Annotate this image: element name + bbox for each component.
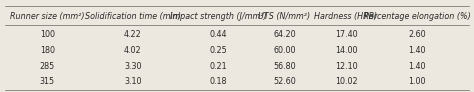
Text: 10.02: 10.02 [335,77,357,86]
Text: 100: 100 [40,30,55,39]
Text: 60.00: 60.00 [273,46,296,55]
Text: 0.44: 0.44 [210,30,227,39]
Text: 285: 285 [40,62,55,71]
Text: 12.10: 12.10 [335,62,357,71]
Text: Percentage elongation (%): Percentage elongation (%) [364,12,471,21]
Text: 2.60: 2.60 [408,30,426,39]
Text: Hardness (HRB): Hardness (HRB) [314,12,378,21]
Text: 180: 180 [40,46,55,55]
Text: 3.10: 3.10 [124,77,141,86]
Text: Impact strength (J/mm²): Impact strength (J/mm²) [170,12,266,21]
Text: 0.21: 0.21 [209,62,227,71]
Text: 14.00: 14.00 [335,46,357,55]
Text: 3.30: 3.30 [124,62,141,71]
Text: 4.22: 4.22 [124,30,142,39]
Text: 52.60: 52.60 [273,77,296,86]
Text: Runner size (mm²): Runner size (mm²) [10,12,85,21]
Text: 4.02: 4.02 [124,46,142,55]
Text: 315: 315 [40,77,55,86]
Text: 0.18: 0.18 [210,77,227,86]
Text: UTS (N/mm²): UTS (N/mm²) [258,12,310,21]
Text: 1.40: 1.40 [409,62,426,71]
Text: 1.40: 1.40 [409,46,426,55]
Text: 56.80: 56.80 [273,62,296,71]
Text: 17.40: 17.40 [335,30,357,39]
Text: Solidification time (min): Solidification time (min) [85,12,181,21]
Text: 64.20: 64.20 [273,30,296,39]
Text: 1.00: 1.00 [409,77,426,86]
Text: 0.25: 0.25 [209,46,227,55]
